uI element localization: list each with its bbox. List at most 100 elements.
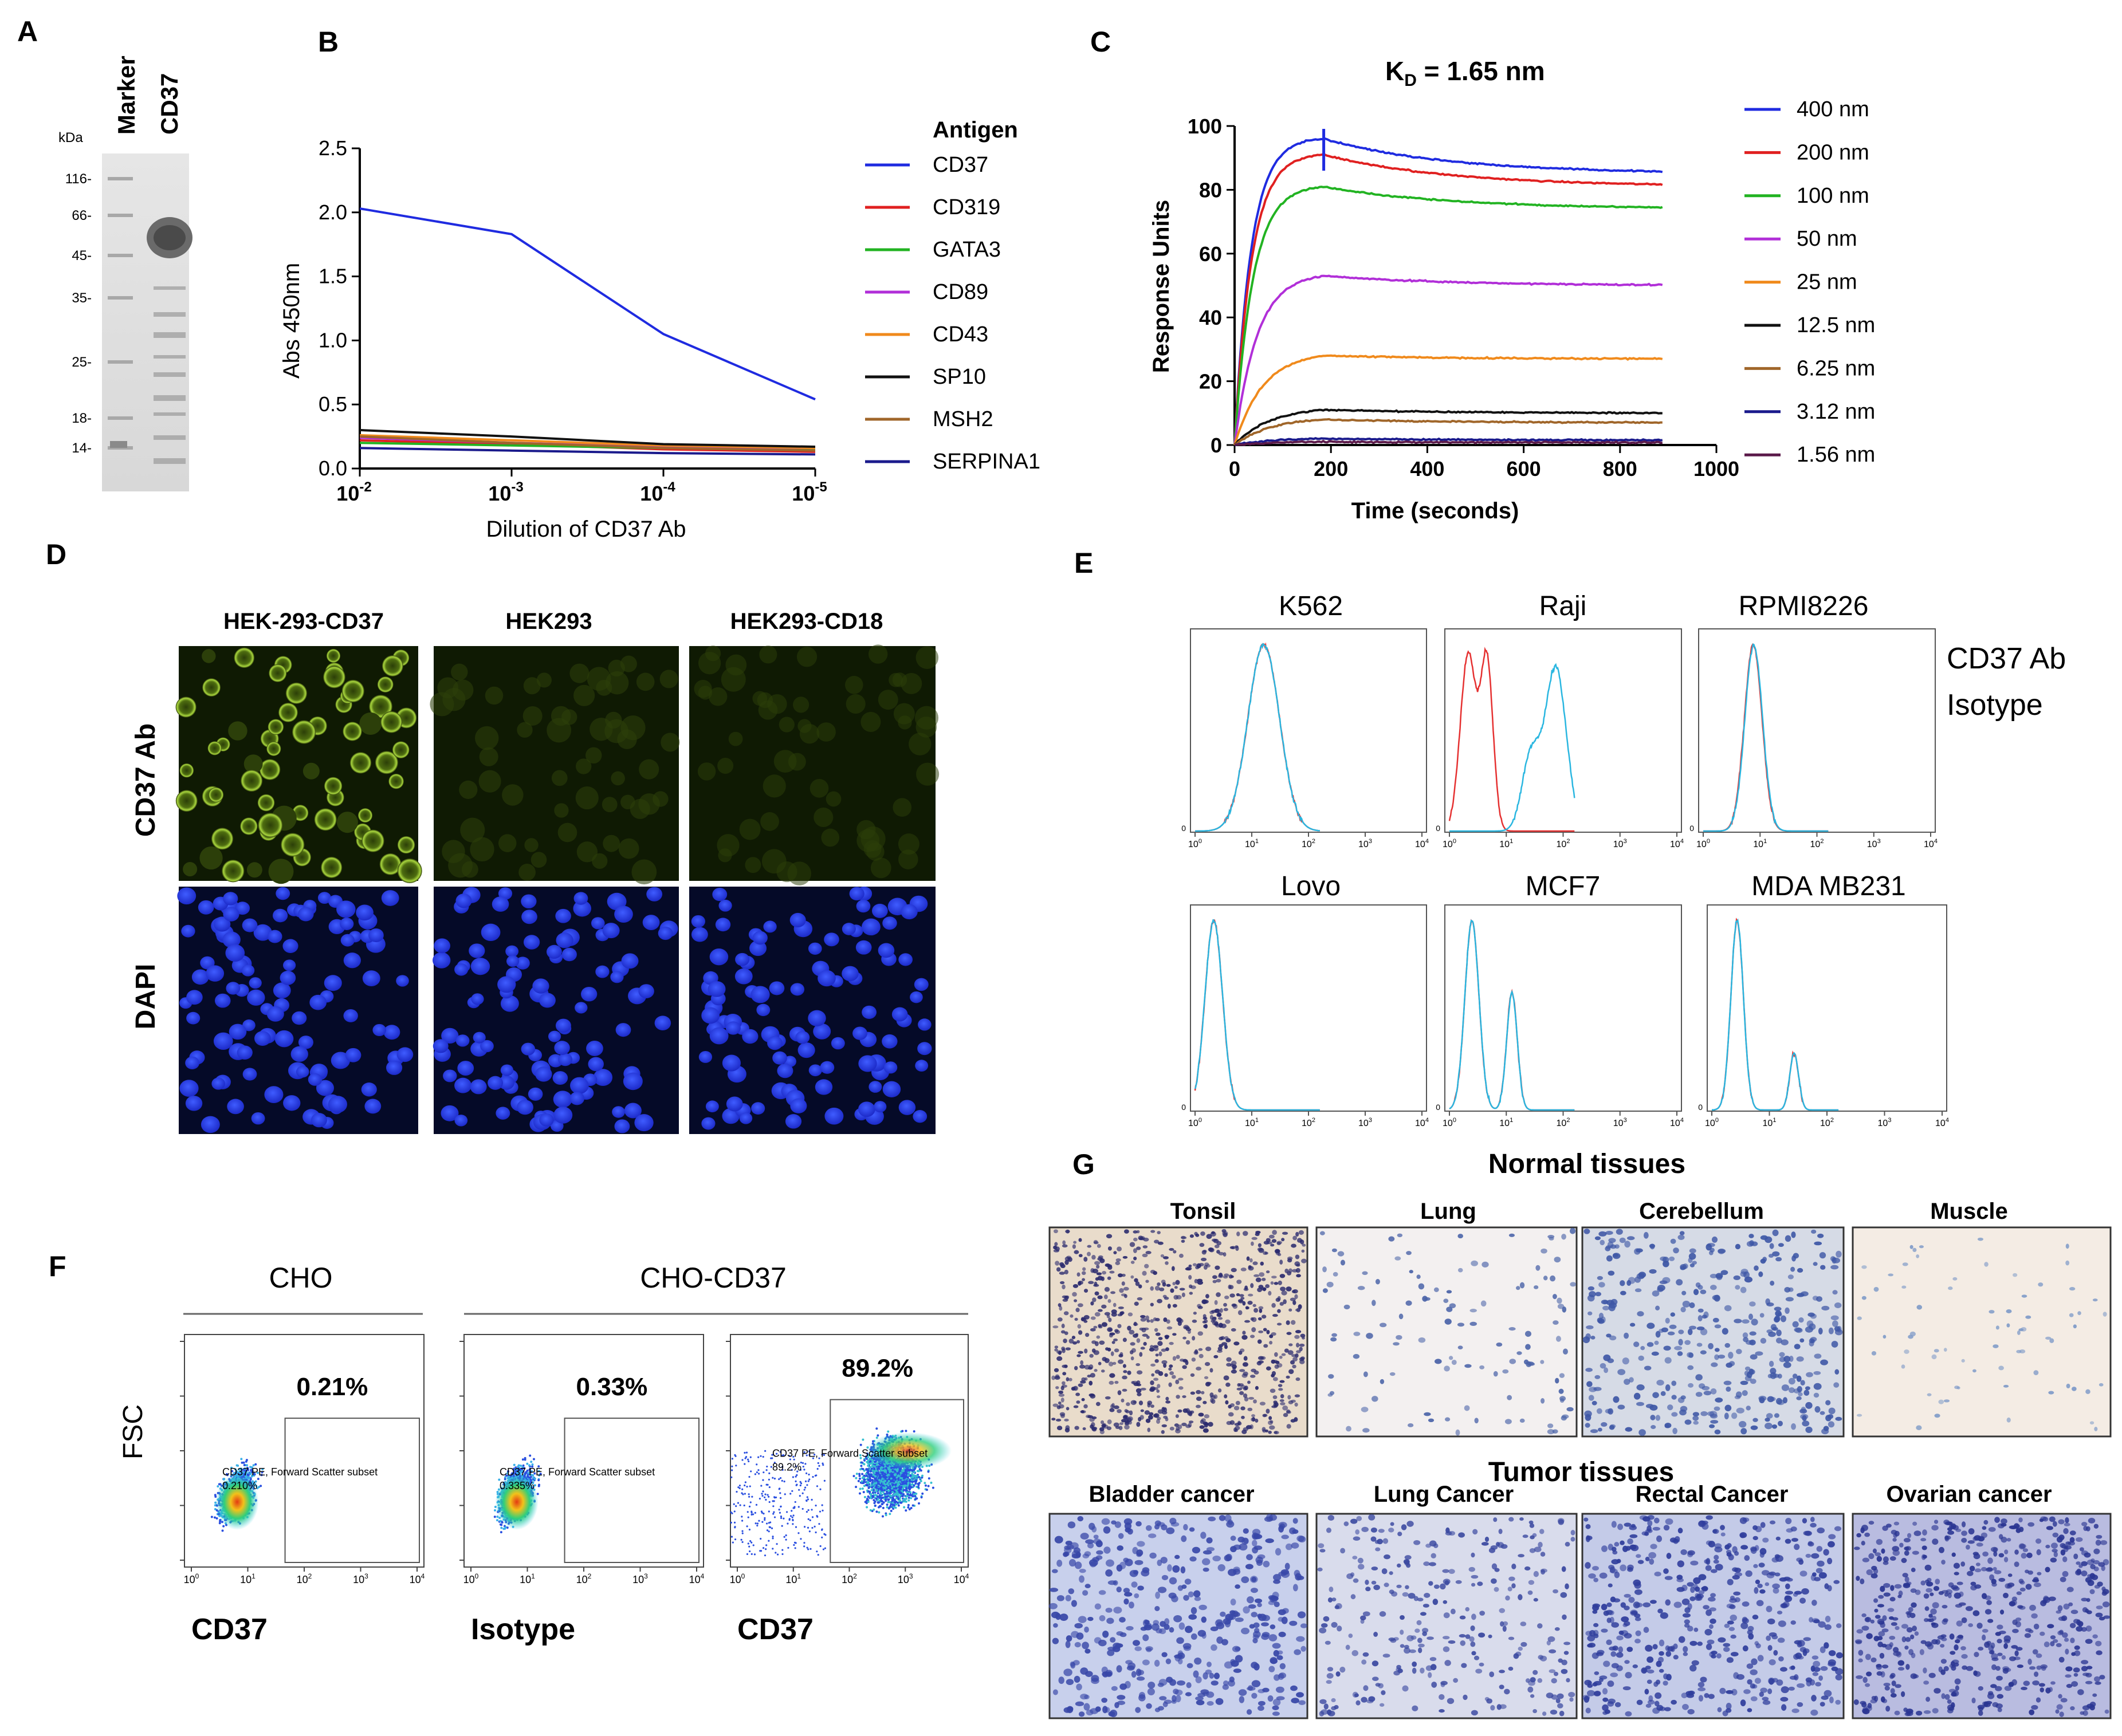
f-dot xyxy=(857,1479,860,1482)
marker-label: 14- xyxy=(72,440,92,456)
nucleus xyxy=(191,969,209,985)
nucleus xyxy=(211,1077,225,1090)
cell xyxy=(479,747,498,766)
f-dot xyxy=(213,1516,216,1519)
nucleus xyxy=(790,983,805,996)
nucleus xyxy=(595,965,610,978)
f-x-tick-label: 103 xyxy=(353,1572,368,1585)
e-isotype-curve xyxy=(1195,642,1320,832)
c-y-axis-title: Response Units xyxy=(1149,200,1174,373)
d-col-title-2: HEK293 xyxy=(505,609,592,634)
f-x-tick-label: 103 xyxy=(632,1572,648,1585)
c-y-tick-label: 0 xyxy=(1211,434,1222,457)
f-dot xyxy=(513,1463,516,1466)
nucleus xyxy=(324,975,342,991)
f-dot xyxy=(231,1470,234,1473)
cell xyxy=(639,759,659,780)
e-y-zero: 0 xyxy=(1181,824,1186,833)
cell xyxy=(779,717,795,733)
nucleus xyxy=(646,887,663,902)
e-cd37-curve xyxy=(1712,918,1839,1111)
nucleus xyxy=(910,991,923,1003)
cell xyxy=(799,723,820,744)
cell xyxy=(259,759,281,780)
cell xyxy=(518,864,536,881)
cell xyxy=(557,822,577,843)
cell xyxy=(868,644,888,664)
nucleus xyxy=(871,903,888,918)
cell xyxy=(324,777,343,796)
nucleus xyxy=(179,1080,199,1097)
cell xyxy=(241,770,263,792)
cell xyxy=(175,696,197,718)
c-x-tick-label: 200 xyxy=(1314,457,1348,481)
f-dot xyxy=(915,1492,918,1495)
f-dot xyxy=(532,1458,535,1461)
nucleus xyxy=(709,1027,729,1045)
cell xyxy=(246,862,262,878)
cd37-lane-band xyxy=(154,372,186,377)
c-legend-label: 25 nm xyxy=(1797,270,1857,294)
f-gate-percent: 0.21% xyxy=(297,1373,368,1401)
cell xyxy=(397,858,422,883)
nucleus xyxy=(882,916,897,930)
e-x-tick-label: 101 xyxy=(1245,1117,1259,1128)
f-dot xyxy=(500,1526,503,1529)
nucleus xyxy=(242,918,258,932)
nucleus xyxy=(555,1018,571,1033)
nucleus xyxy=(552,1071,568,1085)
panel-e-histograms: K562 Raji RPMI8226 Lovo MCF7 MDA MB231 C… xyxy=(1181,591,2066,1128)
nucleus xyxy=(454,1115,468,1127)
nucleus xyxy=(237,1045,253,1060)
nucleus xyxy=(340,934,355,947)
f-dot xyxy=(867,1462,870,1465)
marker-band xyxy=(108,254,133,257)
e-x-tick-label: 100 xyxy=(1696,838,1710,849)
b-legend-label: CD37 xyxy=(933,153,988,177)
nucleus xyxy=(883,1061,898,1074)
cell xyxy=(576,841,598,863)
e-y-zero: 0 xyxy=(1436,1103,1440,1112)
c-x-tick-label: 0 xyxy=(1229,457,1240,481)
nucleus xyxy=(471,993,484,1005)
b-series-SERPINA1 xyxy=(359,447,816,456)
nucleus xyxy=(772,1051,787,1065)
f-dot xyxy=(499,1523,502,1526)
nucleus xyxy=(356,904,374,921)
marker-band xyxy=(108,416,133,420)
cell xyxy=(898,849,918,869)
cell xyxy=(268,859,294,884)
c-y-tick-label: 40 xyxy=(1199,306,1222,329)
f-dot xyxy=(257,1478,260,1481)
cell xyxy=(475,726,499,750)
cell xyxy=(448,853,473,878)
nucleus xyxy=(554,1041,570,1055)
f-dot xyxy=(214,1494,217,1497)
nucleus xyxy=(254,1031,271,1046)
nucleus xyxy=(715,918,731,932)
cd37-lane-band xyxy=(154,312,186,317)
c-legend-label: 200 nm xyxy=(1797,140,1869,164)
panel-label-c: C xyxy=(1090,26,1111,58)
cd37-lane-band xyxy=(154,435,186,440)
c-series-1.56 nm xyxy=(1234,439,1663,446)
nucleus xyxy=(309,994,327,1010)
f-dot xyxy=(241,1461,243,1464)
gel-bands xyxy=(108,177,192,464)
nucleus xyxy=(914,978,929,991)
nucleus xyxy=(726,1096,743,1112)
nucleus xyxy=(698,1050,713,1063)
nucleus xyxy=(756,1003,771,1017)
nucleus xyxy=(749,940,767,956)
b-legend-label: CD43 xyxy=(933,322,988,347)
f-dot xyxy=(903,1506,906,1509)
nucleus xyxy=(658,926,673,940)
nucleus xyxy=(918,1018,932,1031)
cell xyxy=(611,771,625,786)
f-dot xyxy=(921,1492,924,1495)
nucleus xyxy=(752,931,768,945)
cd37-band-core xyxy=(154,225,186,250)
cell xyxy=(179,763,194,778)
cell xyxy=(631,859,657,885)
e-y-zero: 0 xyxy=(1698,1103,1703,1112)
